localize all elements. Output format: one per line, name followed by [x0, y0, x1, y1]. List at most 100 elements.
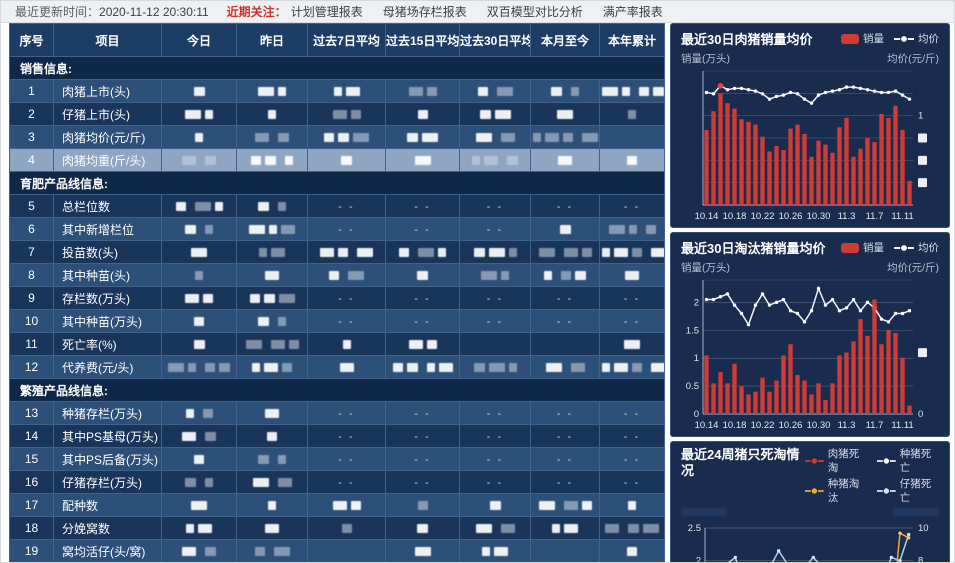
table-row-9[interactable]: 9 存栏数(万头) - -- -- -- -- -: [9, 286, 665, 310]
table-row-14[interactable]: 14 其中PS基母(万头) - -- -- -- -- -: [9, 424, 665, 448]
table-row-19[interactable]: 19 窝均活仔(头/窝): [9, 539, 665, 562]
redacted-value-cell: [530, 102, 600, 126]
redacted-value: [473, 363, 485, 373]
empty-value-cell: - -: [459, 217, 531, 241]
empty-value-cell: - -: [530, 447, 600, 471]
redacted-value: [277, 478, 292, 488]
redacted-value: [185, 294, 199, 304]
redacted-value: [628, 501, 636, 511]
table-row-7[interactable]: 7 投苗数(头): [9, 240, 665, 264]
table-row-6[interactable]: 6 其中新增栏位 - -- -- -: [9, 217, 665, 241]
left-axis-title: 销量(万头): [681, 53, 730, 65]
row-number: 14: [9, 424, 54, 448]
svg-text:2: 2: [696, 556, 701, 563]
report-table-wrap: 序号 项目 今日 昨日 过去7日平均 过去15日平均 过去30日平均 本月至今 本年累计 销售信…: [9, 23, 665, 562]
redacted-value: [193, 87, 205, 97]
table-row-1[interactable]: 1 肉猪上市(头): [9, 79, 665, 103]
legend-item-series-2[interactable]: 种猪死亡: [877, 447, 939, 475]
topbar-link-3[interactable]: 双百模型对比分析: [486, 5, 583, 19]
empty-value-cell: - -: [385, 286, 460, 310]
svg-text:1: 1: [918, 111, 923, 122]
empty-value-cell: - -: [530, 470, 600, 494]
redacted-value: [614, 363, 628, 373]
legend-item-sales[interactable]: 销量: [841, 241, 884, 255]
svg-text:10: 10: [918, 523, 929, 534]
row-number: 15: [9, 447, 54, 471]
redacted-value: [278, 455, 286, 465]
topbar-link-1[interactable]: 计划管理报表: [290, 5, 363, 19]
redacted-value-cell: [161, 516, 237, 540]
table-row-2[interactable]: 2 仔猪上市(头): [9, 102, 665, 126]
empty-value-cell: - -: [459, 470, 531, 494]
row-label: 肉猪均重(斤/头): [53, 148, 162, 172]
redacted-value: [570, 363, 585, 373]
redacted-value: [500, 133, 515, 143]
redacted-value: [278, 294, 295, 304]
legend-item-sales[interactable]: 销量: [841, 32, 884, 46]
redacted-value: [264, 363, 278, 373]
row-number: 4: [9, 148, 54, 172]
empty-value-cell: - -: [307, 217, 386, 241]
table-row-10[interactable]: 10 其中种苗(万头) - -- -- -- -- -: [9, 309, 665, 333]
redacted-value: [628, 225, 637, 235]
topbar-link-4[interactable]: 满产率报表: [602, 5, 663, 19]
empty-value-cell: - -: [599, 309, 665, 333]
chart-legend: 销量 均价: [841, 241, 939, 255]
redacted-value-cell: [459, 332, 531, 356]
table-row-4[interactable]: 4 肉猪均重(斤/头): [9, 148, 665, 172]
redacted-value-cell: [236, 332, 308, 356]
svg-text:0: 0: [918, 409, 923, 420]
redacted-value: [245, 340, 262, 350]
redacted-value-cell: [236, 470, 308, 494]
column-header: 序号: [9, 23, 54, 57]
redacted-value-cell: [307, 102, 386, 126]
table-row-5[interactable]: 5 总栏位数 - -- -- -- -- -: [9, 194, 665, 218]
redacted-value: [194, 455, 204, 465]
table-row-3[interactable]: 3 肉猪均价(元/斤): [9, 125, 665, 149]
table-row-17[interactable]: 17 配种数: [9, 493, 665, 517]
legend-item-series-4[interactable]: 仔猪死亡: [877, 477, 939, 505]
legend-item-price[interactable]: 均价: [894, 32, 939, 46]
row-label: 仔猪上市(头): [53, 102, 162, 126]
redacted-value-cell: [161, 447, 237, 471]
redacted-value-cell: [236, 286, 308, 310]
redacted-value: [182, 547, 196, 557]
redacted-value: [479, 110, 491, 120]
redacted-value: [282, 363, 292, 373]
redacted-value: [258, 455, 269, 465]
empty-value-cell: - -: [459, 194, 531, 218]
topbar-link-2[interactable]: 母猪场存栏报表: [382, 5, 467, 19]
legend-label: 种猪淘汰: [827, 478, 860, 504]
empty-value-cell: - -: [307, 286, 386, 310]
redacted-value: [545, 133, 559, 143]
empty-value-cell: - -: [307, 447, 386, 471]
table-row-8[interactable]: 8 其中种苗(头): [9, 263, 665, 287]
redacted-value: [267, 432, 277, 442]
redacted-value-cell: [459, 125, 531, 149]
table-row-12[interactable]: 12 代养费(元/头): [9, 355, 665, 379]
redacted-value-cell: [459, 240, 531, 264]
redacted-value: [271, 248, 285, 258]
redacted-value-cell: [459, 493, 531, 517]
redacted-value: [417, 110, 428, 120]
redacted-value-cell: [236, 217, 308, 241]
svg-text:11.7: 11.7: [866, 211, 884, 222]
table-row-11[interactable]: 11 死亡率(%): [9, 332, 665, 356]
redacted-value: [408, 340, 423, 350]
line-dot-swatch-icon: [877, 487, 896, 495]
table-row-18[interactable]: 18 分娩窝数: [9, 516, 665, 540]
redacted-value-cell: [161, 217, 237, 241]
redacted-value: [472, 156, 480, 166]
legend-item-series-3[interactable]: 种猪淘汰: [805, 477, 867, 505]
redacted-value-cell: [599, 355, 665, 379]
right-axis-title: 均价(元/斤): [887, 53, 939, 65]
legend-item-series-1[interactable]: 肉猪死淘: [805, 447, 867, 475]
redacted-value: [489, 501, 501, 511]
table-row-13[interactable]: 13 种猪存栏(万头) - -- -- -- -- -: [9, 401, 665, 425]
row-label: 代养费(元/头): [53, 355, 162, 379]
table-row-16[interactable]: 16 仔猪存栏(万头) - -- -- -- -- -: [9, 470, 665, 494]
table-row-15[interactable]: 15 其中PS后备(万头) - -- -- -- -- -: [9, 447, 665, 471]
legend-item-price[interactable]: 均价: [894, 241, 939, 255]
svg-text:2.5: 2.5: [688, 523, 701, 534]
redacted-value: [345, 87, 360, 97]
